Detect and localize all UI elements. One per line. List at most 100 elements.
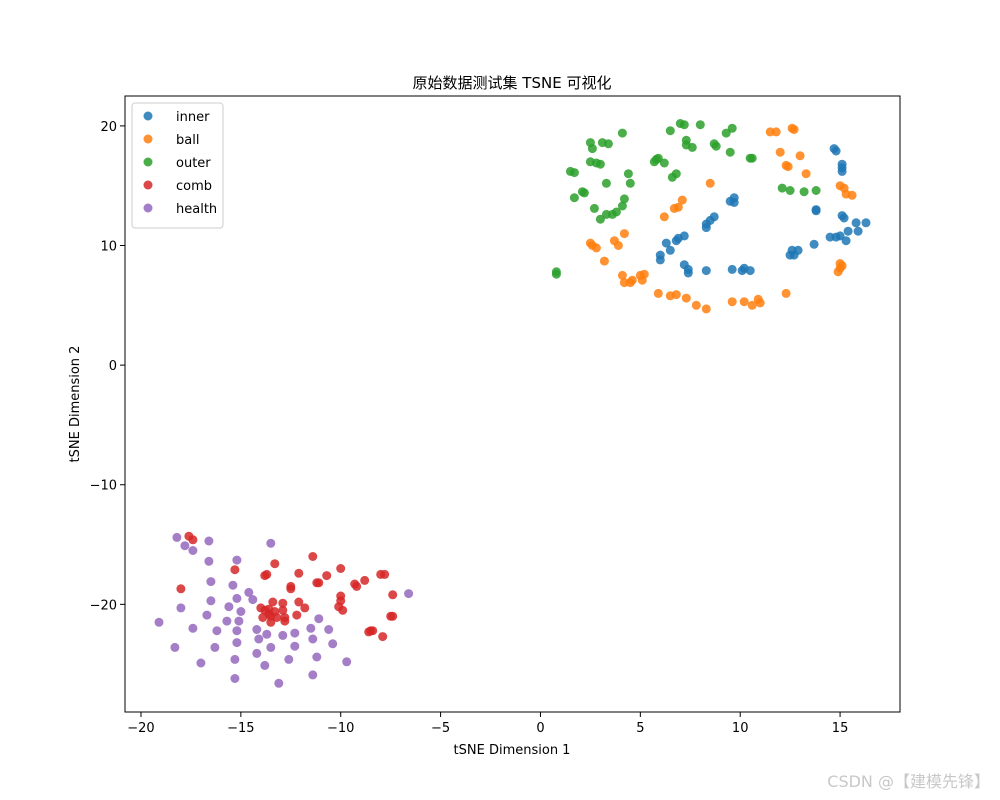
point-ball-24 [599, 256, 609, 266]
x-axis: −20 −15 −10 −5 0 5 10 15 [127, 712, 848, 736]
x-tick-label: −5 [431, 721, 450, 736]
point-outer-35 [799, 187, 809, 197]
point-ball-35 [637, 275, 647, 285]
x-tick-label: 15 [832, 721, 849, 736]
point-outer-5 [665, 126, 675, 136]
point-inner-8 [839, 213, 849, 223]
point-health-11 [206, 596, 216, 606]
chart-title: 原始数据测试集 TSNE 可视化 [413, 74, 612, 92]
point-inner-10 [861, 218, 871, 228]
point-health-18 [188, 623, 198, 633]
point-inner-31 [671, 236, 681, 246]
point-health-36 [210, 642, 220, 652]
point-inner-38 [683, 268, 693, 278]
y-tick-label: 20 [100, 120, 117, 135]
point-health-22 [232, 626, 242, 636]
point-outer-38 [579, 188, 589, 198]
point-health-4 [266, 538, 276, 548]
legend-label-inner: inner [176, 110, 210, 125]
point-comb-40 [266, 617, 276, 627]
point-comb-6 [294, 568, 304, 578]
point-inner-43 [745, 266, 755, 276]
point-ball-5 [795, 151, 805, 161]
point-ball-8 [801, 169, 811, 179]
point-inner-4 [837, 166, 847, 176]
y-tick-label: 0 [109, 359, 117, 374]
point-outer-45 [595, 214, 605, 224]
point-health-5 [204, 556, 214, 566]
point-health-0 [172, 532, 182, 542]
point-comb-35 [258, 613, 268, 622]
point-comb-20 [388, 590, 398, 600]
point-health-38 [170, 642, 180, 652]
point-ball-28 [833, 267, 843, 277]
point-comb-2 [308, 552, 318, 561]
series-health [154, 532, 414, 688]
point-ball-23 [591, 243, 601, 253]
series-inner [655, 144, 871, 278]
point-health-6 [232, 555, 242, 565]
point-ball-41 [701, 304, 711, 314]
point-health-8 [228, 580, 238, 590]
point-health-45 [230, 674, 240, 683]
point-health-44 [342, 657, 352, 667]
point-health-33 [290, 641, 300, 651]
series-outer [551, 119, 821, 279]
point-health-41 [260, 660, 270, 670]
point-inner-9 [851, 218, 861, 228]
point-health-40 [230, 654, 240, 664]
point-outer-2 [695, 120, 705, 130]
legend-label-ball: ball [176, 133, 199, 148]
point-health-46 [308, 670, 318, 680]
point-outer-31 [601, 178, 611, 188]
point-health-28 [314, 614, 324, 624]
point-health-25 [278, 630, 288, 640]
point-outer-16 [725, 147, 735, 157]
point-comb-12 [176, 584, 186, 594]
point-ball-38 [671, 290, 681, 300]
point-outer-33 [777, 183, 787, 193]
point-comb-28 [300, 603, 310, 613]
point-comb-37 [292, 610, 302, 620]
watermark: CSDN @【建模先锋】 [827, 772, 990, 791]
point-comb-45 [364, 627, 374, 637]
x-tick-label: 0 [536, 721, 544, 736]
x-tick-label: −15 [227, 721, 254, 736]
point-ball-16 [673, 202, 683, 212]
point-outer-30 [667, 172, 677, 182]
point-ball-40 [691, 300, 701, 310]
point-health-20 [234, 616, 244, 626]
point-health-14 [224, 602, 234, 612]
point-outer-41 [617, 201, 627, 211]
legend-marker-comb [143, 180, 153, 190]
legend-marker-ball [143, 134, 153, 144]
point-ball-1 [771, 127, 781, 137]
point-health-21 [212, 626, 222, 636]
legend-box [131, 102, 224, 229]
legend-label-health: health [176, 202, 217, 217]
point-ball-12 [847, 190, 857, 200]
point-outer-8 [587, 144, 597, 154]
point-outer-40 [619, 194, 629, 204]
point-comb-14 [314, 578, 324, 588]
point-health-27 [306, 623, 316, 633]
point-comb-47 [256, 603, 266, 613]
point-health-7 [206, 577, 216, 587]
point-health-31 [266, 642, 276, 652]
point-comb-4 [270, 559, 280, 569]
point-health-42 [284, 654, 294, 664]
point-ball-44 [747, 300, 757, 310]
point-health-23 [252, 625, 262, 634]
point-ball-13 [705, 178, 715, 188]
point-comb-11 [380, 569, 390, 579]
point-comb-36 [272, 613, 282, 622]
point-outer-27 [569, 168, 579, 178]
y-axis-label: tSNE Dimension 2 [68, 346, 83, 463]
point-comb-39 [280, 616, 290, 626]
point-health-3 [204, 536, 214, 546]
x-axis-label: tSNE Dimension 1 [454, 743, 571, 758]
point-comb-19 [286, 584, 296, 594]
point-health-26 [290, 628, 300, 638]
point-inner-32 [661, 238, 671, 248]
